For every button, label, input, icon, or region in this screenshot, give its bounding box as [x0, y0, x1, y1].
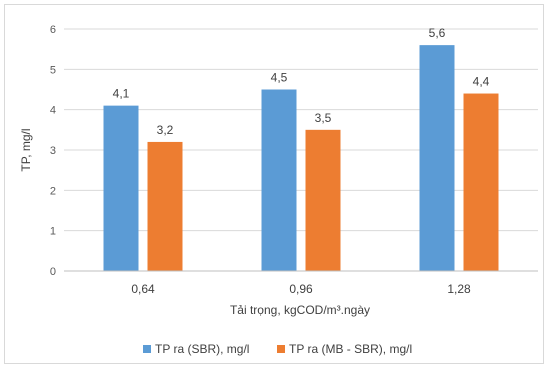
y-axis-ticks: 0 1 2 3 4 5 6	[50, 24, 56, 278]
bar-series1-1	[103, 105, 139, 271]
bar-series1-3	[419, 45, 455, 272]
legend-label-series1: TP ra (SBR), mg/l	[155, 342, 249, 356]
data-label: 4,4	[473, 75, 490, 89]
data-label: 3,5	[315, 111, 332, 125]
x-tick-label: 1,28	[447, 282, 471, 296]
bar-series1-2	[261, 89, 297, 271]
y-tick-label: 1	[50, 226, 56, 238]
x-axis-title: Tải trọng, kgCOD/m³.ngày	[230, 303, 370, 317]
data-label: 3,2	[157, 123, 174, 137]
legend-swatch-series1	[143, 345, 151, 353]
bar-series2-2	[305, 129, 341, 271]
legend-label-series2: TP ra (MB - SBR), mg/l	[289, 342, 412, 356]
legend-swatch-series2	[277, 345, 285, 353]
x-tick-label: 0,96	[289, 282, 313, 296]
bar-series2-3	[463, 93, 499, 272]
bars	[103, 45, 499, 272]
y-tick-label: 5	[50, 64, 56, 76]
y-tick-label: 3	[50, 145, 56, 157]
data-label: 4,1	[113, 87, 130, 101]
x-axis-ticks: 0,64 0,96 1,28	[131, 282, 471, 296]
y-tick-label: 4	[50, 105, 56, 117]
bar-series2-1	[147, 141, 183, 271]
data-label: 5,6	[429, 26, 446, 40]
y-axis-title: TP, mg/l	[19, 128, 33, 171]
y-tick-label: 2	[50, 185, 56, 197]
x-tick-label: 0,64	[131, 282, 155, 296]
gridlines	[64, 28, 538, 232]
y-tick-label: 6	[50, 24, 56, 36]
data-labels: 4,1 3,2 4,5 3,5 5,6 4,4	[113, 26, 490, 137]
y-tick-label: 0	[50, 266, 56, 278]
legend: TP ra (SBR), mg/l TP ra (MB - SBR), mg/l	[143, 342, 412, 356]
data-label: 4,5	[271, 71, 288, 85]
